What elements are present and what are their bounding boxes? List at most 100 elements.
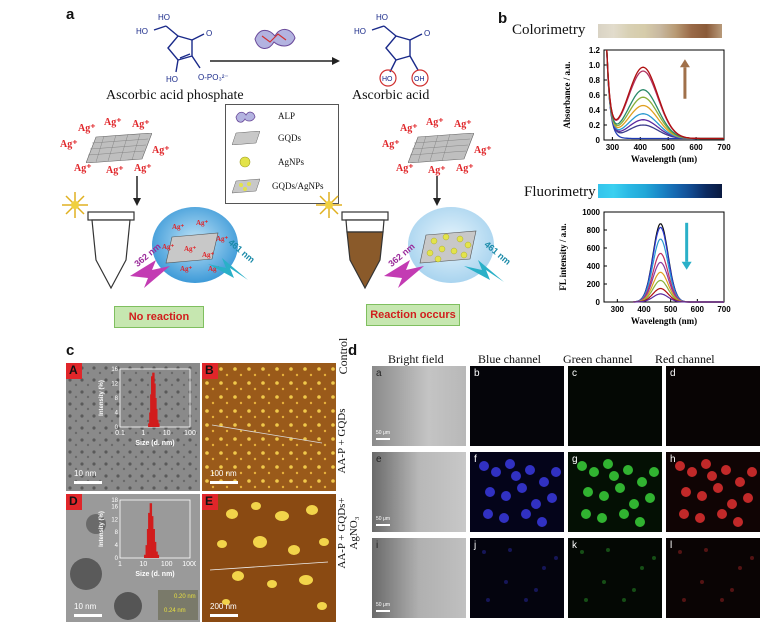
abs-xtick-label: 700 [717,143,731,152]
microscopy-grid: a 50 μm b c d e 50 μm f g h i 50 μm j k l [372,366,764,622]
abs-xtick-label: 300 [606,143,620,152]
fl-ytick-label: 0 [596,298,601,307]
micrograph-scale-text: 50 μm [376,430,390,436]
fl-ytick-label: 400 [587,262,601,271]
histD-xtick-label: 100 [161,561,173,568]
micrograph-label: b [474,368,480,379]
micrograph-scale-bar [376,610,390,612]
abs-xtick-label: 400 [634,143,648,152]
scale-text-D: 10 nm [74,602,97,611]
micrograph-f: f [470,452,564,532]
histA-bar [157,423,160,427]
fluorimetry-vials-strip [598,184,722,198]
histA-xlabel: Size (d. nm) [135,440,174,447]
abs-increase-arrowhead [679,59,690,68]
no-reaction-box: No reaction [114,306,204,328]
scale-bar-A [74,481,102,484]
legend-gqds: GQDs [278,133,302,143]
col-header-bright: Bright field [388,352,444,366]
svg-text:Ag⁺: Ag⁺ [208,265,221,273]
histA-ytick-label: 16 [111,367,118,373]
abs-ytick-label: 0.2 [589,121,601,130]
reaction-arrow [210,57,340,65]
svg-text:Ag⁺: Ag⁺ [196,219,209,227]
micrograph-h: h [666,452,760,532]
right-ag-graphene: Ag⁺ Ag⁺ Ag⁺ Ag⁺ Ag⁺ Ag⁺ Ag⁺ Ag⁺ [382,117,492,176]
afm-panel-B: B 100 nm [202,363,336,491]
svg-text:O-PO₃²⁻: O-PO₃²⁻ [198,73,229,82]
right-light-source-icon [316,192,342,218]
histD-bar [152,529,155,558]
micrograph-label: d [670,368,676,379]
legend-box: ALP GQDs AgNPs GQDs/AgNPs [225,104,339,204]
histA-ytick-label: 12 [111,382,118,388]
histA-xtick-label: 0.1 [115,430,125,437]
histD-ytick-label: 8 [115,530,119,536]
histD-ytick-label: 0 [115,556,119,562]
tem-panel-A: A 0 4 8 12 16 0.1 1 10 100 Size (d. nm) Intensity … [66,363,200,491]
col-header-blue: Blue channel [478,352,541,366]
colorimetry-title: Colorimetry [512,22,586,38]
fluorimetry-title: Fluorimetry [524,184,596,200]
svg-text:O: O [424,29,430,38]
fl-series-line [633,293,724,303]
micrograph-d: d [666,366,760,446]
legend-gqds-agnps: GQDs/AgNPs [272,181,324,191]
left-down-arrow [133,176,141,206]
fl-xtick-label: 400 [637,305,651,314]
micrograph-scale-text: 50 μm [376,602,390,608]
svg-text:Ag⁺: Ag⁺ [172,223,185,231]
histD-ytick-label: 18 [111,498,118,504]
col-header-green: Green channel [563,352,633,366]
legend-agnps: AgNPs [278,157,305,167]
histD-xtick-label: 10 [139,561,147,568]
svg-text:Ag⁺: Ag⁺ [180,265,193,273]
left-emission-bolt [208,258,248,280]
ascorbic-acid-structure: HO HO O HO OH [354,13,430,87]
fl-ytick-label: 800 [587,226,601,235]
histD-xlabel: Size (d. nm) [135,571,174,578]
micrograph-label: k [572,540,577,551]
fluorescence-chart: 0 200 400 600 800 1000 300 400 500 600 700 Waveleng… [558,208,731,326]
row-label-aap-gqds-agno3: AA-P + GQDs+ AgNO₃ [336,497,360,569]
histA-xtick-label: 10 [163,430,171,437]
abs-series-line [606,49,724,140]
subpanel-E-badge: E [202,494,218,510]
scale-bar-B [210,481,238,484]
histD-xtick-label: 1 [118,561,122,568]
svg-text:HO: HO [354,27,366,36]
micrograph-j: j [470,538,564,618]
reaction-occurs-box: Reaction occurs [366,304,460,326]
right-down-arrow [433,176,441,206]
right-solution-sphere [408,207,494,283]
panel-a-label: a [66,6,75,23]
fl-ylabel: FL intensity / a.u. [558,223,568,290]
lattice-text-2: 0.24 nm [164,608,186,614]
panel-c-label: c [66,342,75,359]
histD-bar [148,512,151,558]
left-caption: Ascorbic acid phosphate [106,88,244,103]
abs-xlabel: Wavelength (nm) [631,154,697,164]
right-tube-icon [341,211,389,290]
scale-text-A: 10 nm [74,469,97,478]
micrograph-label: l [670,540,673,551]
abs-ytick-label: 1.0 [589,61,601,70]
alp-enzyme-icon [254,29,296,49]
scale-text-E: 200 nm [210,602,237,611]
micrograph-i: i 50 μm [372,538,466,618]
abs-ytick-label: 0 [596,136,601,145]
histD-bar [156,554,160,558]
micrograph-label: c [572,368,577,379]
fl-plot-frame [603,211,725,303]
row-label-aap-gqds: AA-P + GQDs [336,408,348,474]
micrograph-l: l [666,538,760,618]
fl-xtick-label: 300 [611,305,625,314]
left-ag-graphene: Ag⁺ Ag⁺ Ag⁺ Ag⁺ Ag⁺ Ag⁺ Ag⁺ Ag⁺ [60,117,170,176]
svg-text:HO: HO [376,13,388,22]
micrograph-scale-bar [376,524,390,526]
left-excitation-bolt [130,260,170,288]
histA-ylabel: Intensity (%) [99,380,105,416]
panel-b-label: b [498,10,508,27]
ascorbic-acid-phosphate-structure: HO HO O HO O-PO₃²⁻ [136,13,229,84]
